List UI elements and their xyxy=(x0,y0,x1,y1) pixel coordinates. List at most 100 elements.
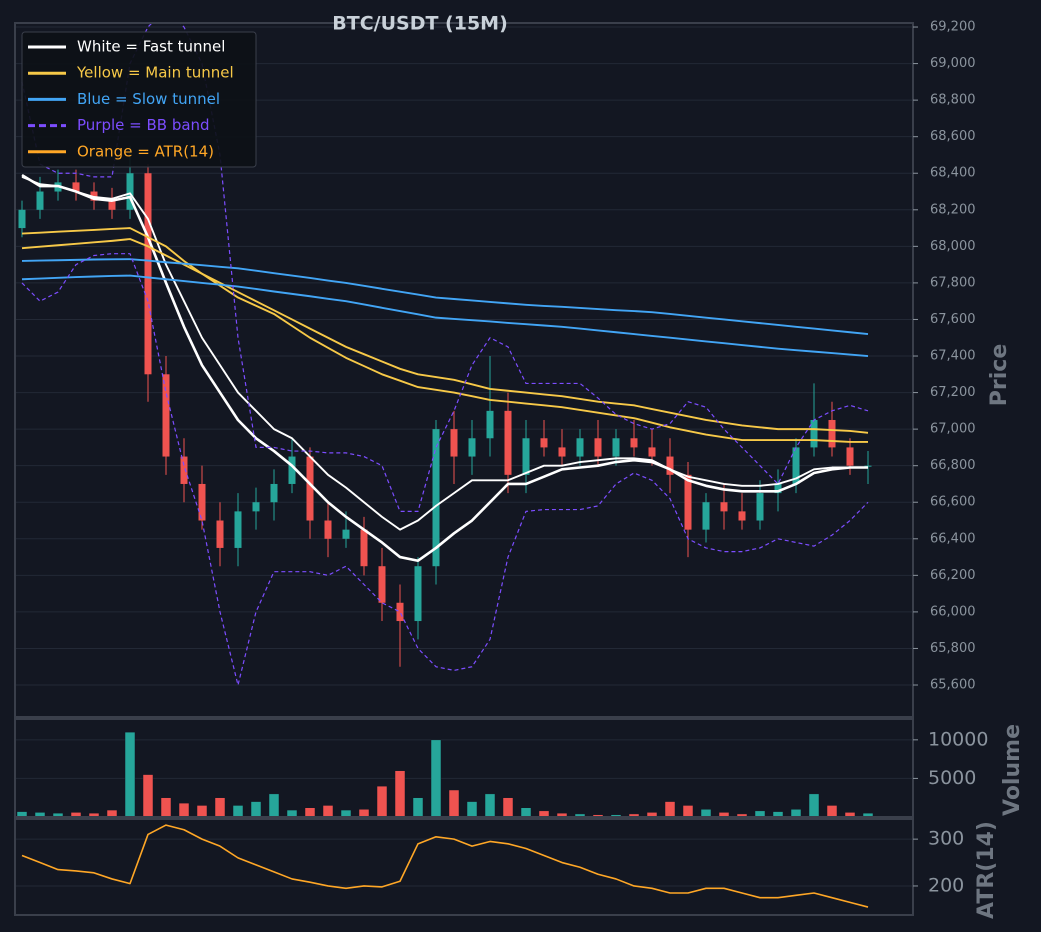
candle-body xyxy=(540,438,548,448)
y-tick-label: 69,200 xyxy=(930,20,976,35)
y-tick-label: 66,600 xyxy=(930,495,976,510)
y-tick-label: 66,400 xyxy=(930,531,976,546)
candle-body xyxy=(216,520,224,548)
volume-bar xyxy=(502,797,514,818)
volume-bar xyxy=(466,801,478,818)
candle-body xyxy=(828,419,836,448)
volume-bar xyxy=(484,793,496,818)
volume-bar xyxy=(700,809,712,818)
volume-bar xyxy=(664,801,676,818)
y-tick-label: 66,200 xyxy=(930,568,976,583)
lower-panels xyxy=(16,731,874,908)
y-tick-label: 68,800 xyxy=(930,93,976,108)
y-tick-label: 65,800 xyxy=(930,641,976,656)
legend-label: White = Fast tunnel xyxy=(77,38,225,56)
volume-bar xyxy=(448,789,460,818)
band-line xyxy=(21,274,869,357)
y-tick-label: 65,600 xyxy=(930,678,976,693)
y-tick-label: 66,800 xyxy=(930,458,976,473)
volume-bar xyxy=(196,805,208,818)
candle-body xyxy=(198,483,206,521)
candle-body xyxy=(450,429,458,457)
volume-bar xyxy=(682,805,694,818)
candle-body xyxy=(738,511,746,521)
candle-body xyxy=(72,182,80,192)
volume-bar xyxy=(106,809,118,818)
candle-body xyxy=(306,456,314,521)
legend-label: Purple = BB band xyxy=(77,116,210,134)
candle-body xyxy=(108,200,116,210)
candle-body xyxy=(18,209,26,229)
candle-body xyxy=(126,173,134,210)
volume-bar xyxy=(268,793,280,818)
y-axis-label: ATR(14) xyxy=(974,821,999,919)
candle-body xyxy=(756,493,764,521)
candle-body xyxy=(378,566,386,603)
band-line xyxy=(21,238,868,443)
y-tick-label: 67,000 xyxy=(930,422,976,437)
y-tick-label: 67,200 xyxy=(930,385,976,400)
candle-body xyxy=(342,529,350,539)
volume-bar xyxy=(826,805,838,818)
y-tick-label: 67,600 xyxy=(930,312,976,327)
y-tick-label: 66,000 xyxy=(930,604,976,619)
y-tick-label: 68,200 xyxy=(930,202,976,217)
volume-bar xyxy=(358,809,370,818)
panel-border xyxy=(14,22,914,718)
legend-label: Orange = ATR(14) xyxy=(77,142,214,160)
volume-bar xyxy=(214,797,226,818)
volume-bar xyxy=(124,731,136,818)
y-tick-label: 200 xyxy=(928,874,964,896)
y-tick-label: 67,800 xyxy=(930,275,976,290)
legend-box xyxy=(21,31,257,168)
candle-body xyxy=(792,447,800,484)
candle-body xyxy=(846,447,854,466)
candle-body xyxy=(180,456,188,484)
legend-label: Yellow = Main tunnel xyxy=(76,64,234,82)
candle-body xyxy=(234,511,242,548)
candle-body xyxy=(162,374,170,457)
candle-body xyxy=(810,419,818,448)
candle-body xyxy=(576,438,584,457)
candle-body xyxy=(324,520,332,539)
candle-body xyxy=(468,438,476,457)
y-tick-label: 68,000 xyxy=(930,239,976,254)
y-axis-label: Volume xyxy=(1000,724,1025,816)
volume-bar xyxy=(142,774,154,818)
panel-border xyxy=(14,718,914,818)
volume-bar xyxy=(286,809,298,818)
candle-body xyxy=(288,456,296,484)
candle-body xyxy=(396,602,404,622)
volume-bar xyxy=(322,805,334,818)
candle-body xyxy=(594,438,602,457)
volume-bar xyxy=(340,809,352,818)
candle-body xyxy=(774,483,782,494)
volume-bar xyxy=(394,770,406,818)
candle-body xyxy=(486,410,494,439)
legend-label: Blue = Slow tunnel xyxy=(77,90,220,108)
candle-body xyxy=(720,502,728,512)
volume-bar xyxy=(304,807,316,818)
band-line xyxy=(21,176,868,531)
y-tick-label: 10000 xyxy=(928,728,988,750)
volume-bar xyxy=(520,807,532,818)
y-tick-label: 67,400 xyxy=(930,349,976,364)
candle-body xyxy=(864,465,872,467)
y-tick-label: 5000 xyxy=(928,767,976,789)
candle-body xyxy=(360,529,368,567)
candle-body xyxy=(558,447,566,457)
volume-bar xyxy=(250,801,262,818)
band-line xyxy=(21,173,868,563)
candle-body xyxy=(504,410,512,475)
volume-bar xyxy=(808,793,820,818)
volume-bar xyxy=(430,739,442,818)
candle-body xyxy=(666,456,674,475)
candle-body xyxy=(630,438,638,448)
candle-body xyxy=(36,191,44,210)
candle-body xyxy=(252,502,260,512)
candle-body xyxy=(144,173,152,375)
plot-area xyxy=(18,23,872,686)
panel-border xyxy=(14,818,914,916)
